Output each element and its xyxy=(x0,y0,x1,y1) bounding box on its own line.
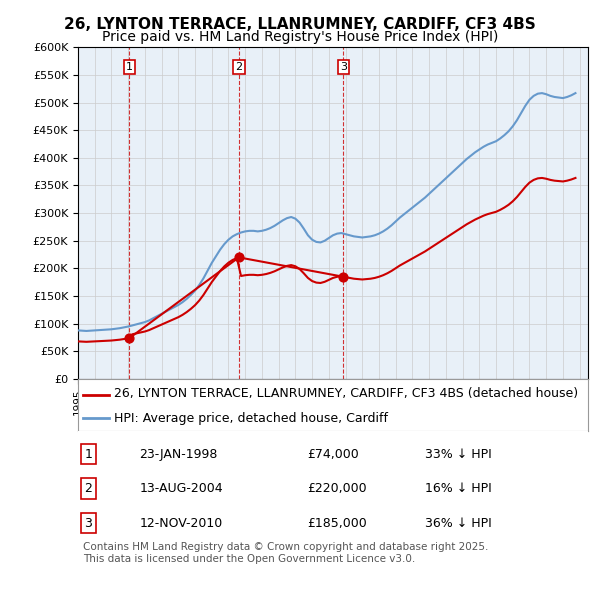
Text: Contains HM Land Registry data © Crown copyright and database right 2025.
This d: Contains HM Land Registry data © Crown c… xyxy=(83,542,488,563)
Text: 3: 3 xyxy=(84,516,92,529)
Text: £74,000: £74,000 xyxy=(308,448,359,461)
Text: Price paid vs. HM Land Registry's House Price Index (HPI): Price paid vs. HM Land Registry's House … xyxy=(102,30,498,44)
Point xyxy=(338,272,348,281)
Text: 2: 2 xyxy=(84,482,92,495)
Text: 16% ↓ HPI: 16% ↓ HPI xyxy=(425,482,491,495)
Text: 2: 2 xyxy=(235,62,242,72)
Text: 13-AUG-2004: 13-AUG-2004 xyxy=(139,482,223,495)
Text: 1: 1 xyxy=(126,62,133,72)
Text: 26, LYNTON TERRACE, LLANRUMNEY, CARDIFF, CF3 4BS: 26, LYNTON TERRACE, LLANRUMNEY, CARDIFF,… xyxy=(64,18,536,32)
Text: 1: 1 xyxy=(84,448,92,461)
Point xyxy=(125,333,134,343)
Text: 12-NOV-2010: 12-NOV-2010 xyxy=(139,516,223,529)
Text: £220,000: £220,000 xyxy=(308,482,367,495)
Text: 26, LYNTON TERRACE, LLANRUMNEY, CARDIFF, CF3 4BS (detached house): 26, LYNTON TERRACE, LLANRUMNEY, CARDIFF,… xyxy=(114,387,578,400)
Text: £185,000: £185,000 xyxy=(308,516,367,529)
Text: HPI: Average price, detached house, Cardiff: HPI: Average price, detached house, Card… xyxy=(114,412,388,425)
Text: 23-JAN-1998: 23-JAN-1998 xyxy=(139,448,218,461)
Text: 3: 3 xyxy=(340,62,347,72)
Text: 36% ↓ HPI: 36% ↓ HPI xyxy=(425,516,491,529)
Text: 33% ↓ HPI: 33% ↓ HPI xyxy=(425,448,491,461)
Point xyxy=(234,253,244,262)
